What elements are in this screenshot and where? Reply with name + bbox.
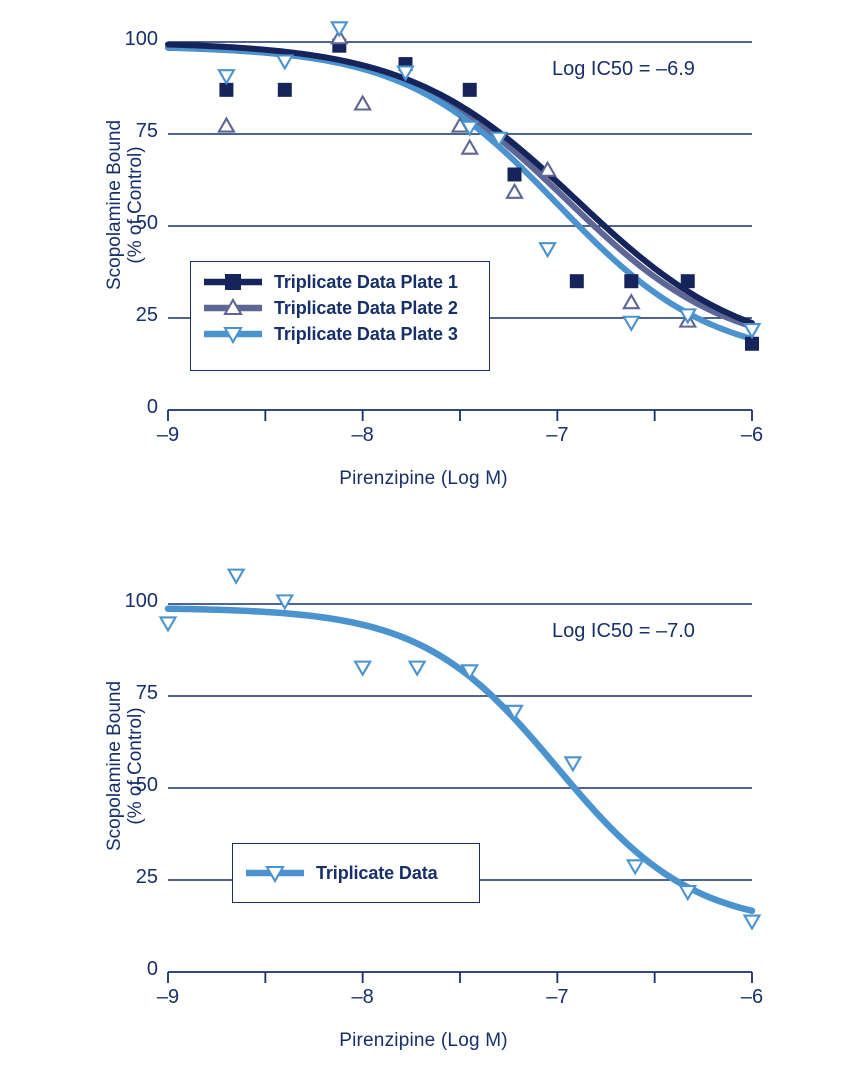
top-panel-ic50-annotation: Log IC50 = –6.9	[552, 58, 695, 80]
data-point-triangle-down	[625, 859, 645, 876]
legend-key-triangle-down	[204, 326, 262, 345]
legend-key-triangle-up	[204, 297, 262, 316]
x-tick-label-0: –9	[156, 986, 180, 1008]
data-point-triangle-down	[460, 664, 480, 681]
data-point-triangle-down	[563, 756, 583, 773]
top-panel: Log IC50 = –6.9 Pirenzipine (Log M) Scop…	[104, 21, 764, 489]
top-panel-plot	[165, 21, 762, 421]
data-point-triangle-down	[742, 914, 762, 931]
data-point-triangle-down	[538, 242, 557, 259]
x-tick-label-0: –9	[156, 424, 180, 446]
data-point-triangle-down	[329, 21, 349, 38]
data-point-triangle-down	[396, 65, 415, 82]
data-point-triangle-down	[275, 594, 295, 611]
y-tick-label-0: 0	[146, 958, 158, 980]
data-point-square	[680, 274, 695, 289]
bottom-panel: Log IC50 = –7.0 Pirenzipine (Log M) Scop…	[0, 538, 847, 1076]
y-tick-label-50: 50	[135, 212, 158, 234]
data-point-triangle-down	[621, 315, 641, 332]
y-tick-label-100: 100	[124, 590, 158, 612]
series-markers-2	[217, 21, 762, 340]
legend-marker-triangle-down	[265, 865, 285, 884]
x-tick-label-4: –7	[546, 986, 569, 1008]
x-tick-label-2: –8	[351, 986, 374, 1008]
data-point-square	[462, 82, 477, 97]
legend-item-0: Triplicate Data Plate 1	[191, 269, 489, 295]
data-point-triangle-down	[678, 885, 698, 902]
data-point-triangle-down	[489, 131, 509, 148]
legend-key-wrap-1	[202, 297, 264, 319]
bottom-panel-y-axis-title-line2: (% of Control)	[125, 707, 147, 825]
legend-marker-square	[225, 274, 241, 290]
data-point-square	[219, 82, 234, 97]
y-tick-label-100: 100	[124, 28, 158, 50]
x-tick-label-4: –7	[546, 424, 569, 446]
legend-key-triangle-down	[246, 865, 304, 884]
legend-item-2: Triplicate Data Plate 3	[191, 321, 489, 347]
legend-key-wrap-0	[244, 862, 306, 884]
data-point-triangle-down	[407, 660, 427, 677]
legend-marker-triangle-down	[223, 326, 243, 345]
bottom-panel-x-axis-title: Pirenzipine (Log M)	[339, 1030, 508, 1051]
legend-item-label-0: Triplicate Data Plate 1	[274, 271, 458, 292]
bottom-panel-y-axis-title: Scopolamine Bound (% of Control)	[104, 626, 147, 906]
data-point-triangle-down	[742, 323, 762, 340]
series-markers-0	[158, 568, 762, 931]
fit-curve-0	[165, 41, 755, 327]
legend-key-wrap-2	[202, 323, 264, 345]
top-panel-y-axis-title: Scopolamine Bound (% of Control)	[104, 70, 147, 340]
legend-item-0: Triplicate Data	[233, 860, 479, 886]
legend-key-square	[204, 274, 262, 290]
y-tick-label-75: 75	[135, 120, 158, 142]
data-point-square	[277, 82, 292, 97]
data-point-triangle-down	[505, 704, 524, 721]
y-tick-label-0: 0	[146, 396, 158, 418]
bottom-panel-y-axis-title-line1: Scopolamine Bound	[104, 680, 125, 852]
data-point-triangle-down	[353, 660, 372, 677]
data-point-triangle-down	[226, 568, 246, 585]
series-markers-0	[219, 38, 759, 351]
data-point-square	[507, 167, 522, 182]
top-panel-y-axis-title-line1: Scopolamine Bound	[104, 119, 125, 291]
data-point-square	[624, 274, 639, 289]
legend-item-label-2: Triplicate Data Plate 3	[274, 323, 458, 344]
top-panel-y-axis-title-line2: (% of Control)	[125, 146, 147, 264]
y-tick-label-75: 75	[135, 682, 158, 704]
bottom-panel-ic50-annotation: Log IC50 = –7.0	[552, 620, 695, 642]
data-point-square	[745, 336, 759, 351]
top-panel-x-axis-title: Pirenzipine (Log M)	[339, 468, 508, 489]
data-point-triangle-down	[158, 616, 178, 633]
data-point-triangle-down	[678, 308, 698, 325]
data-point-triangle-up	[621, 293, 641, 310]
x-tick-label-2: –8	[351, 424, 374, 446]
data-point-square	[569, 274, 584, 289]
data-point-triangle-down	[275, 54, 295, 71]
data-point-triangle-up	[353, 94, 372, 111]
legend-marker-triangle-up	[223, 297, 243, 316]
x-tick-label-6: –6	[740, 424, 764, 446]
data-point-triangle-up	[217, 116, 236, 133]
fit-curve-0	[164, 605, 756, 915]
y-tick-label-25: 25	[135, 866, 158, 888]
data-point-triangle-up	[538, 160, 557, 177]
bottom-panel-legend: Triplicate Data	[232, 843, 480, 903]
legend-key-wrap-0	[202, 271, 264, 293]
data-point-triangle-down	[460, 120, 480, 137]
legend-item-label-1: Triplicate Data Plate 2	[274, 297, 458, 318]
data-point-triangle-down	[217, 69, 236, 86]
y-tick-label-50: 50	[135, 774, 158, 796]
top-panel-legend: Triplicate Data Plate 1 Triplicate Data P…	[190, 261, 490, 371]
data-point-triangle-up	[460, 138, 480, 155]
legend-item-1: Triplicate Data Plate 2	[191, 295, 489, 321]
legend-item-label-0: Triplicate Data	[316, 862, 438, 883]
x-tick-label-6: –6	[740, 986, 764, 1008]
data-point-triangle-up	[505, 182, 524, 199]
y-tick-label-25: 25	[135, 304, 158, 326]
